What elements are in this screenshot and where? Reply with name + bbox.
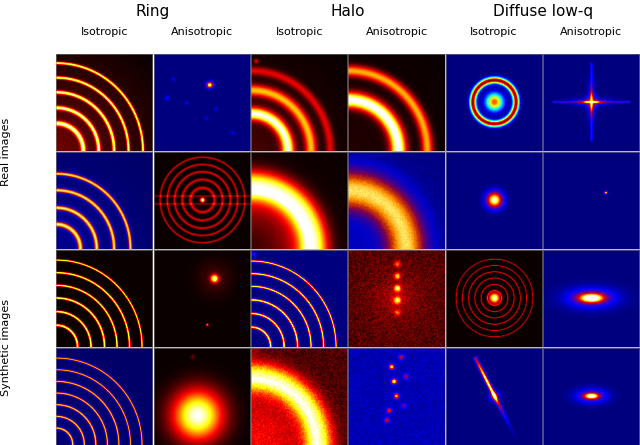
Text: Isotropic: Isotropic [275,27,323,37]
Text: Real images: Real images [1,117,12,186]
Text: Diffuse low-q: Diffuse low-q [493,4,593,19]
Text: Isotropic: Isotropic [81,27,128,37]
Text: Anisotropic: Anisotropic [365,27,428,37]
Text: Ring: Ring [136,4,170,19]
Text: Anisotropic: Anisotropic [560,27,622,37]
Text: Anisotropic: Anisotropic [171,27,233,37]
Text: Synthetic images: Synthetic images [1,299,12,396]
Text: Isotropic: Isotropic [470,27,518,37]
Text: Halo: Halo [331,4,365,19]
